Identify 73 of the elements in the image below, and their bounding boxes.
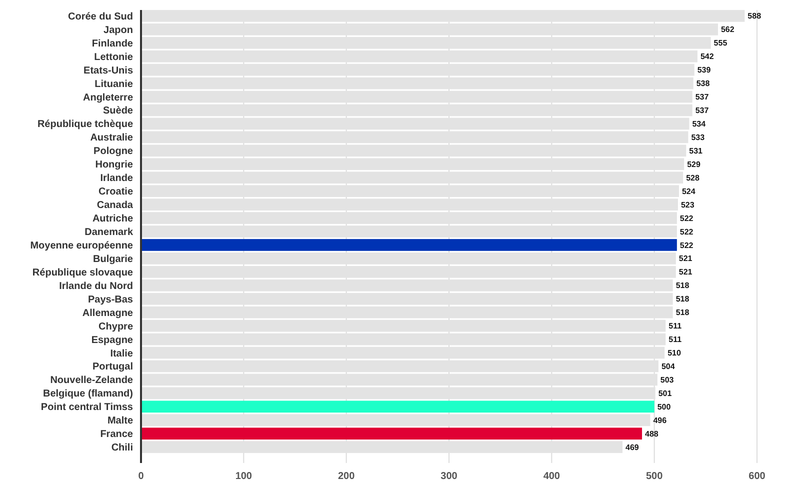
y-tick-label: Autriche bbox=[92, 214, 134, 225]
y-tick-label: Pologne bbox=[94, 146, 134, 158]
data-label: 504 bbox=[661, 362, 676, 372]
y-tick-label: Finlande bbox=[92, 38, 134, 50]
y-tick-label: Irlande du Nord bbox=[59, 280, 133, 292]
data-label: 538 bbox=[696, 79, 710, 88]
y-tick-label: Pays-Bas bbox=[88, 294, 134, 306]
y-tick-label: Moyenne européenne bbox=[30, 240, 134, 252]
y-tick-label: Italie bbox=[110, 348, 134, 360]
data-label: 503 bbox=[660, 376, 674, 385]
data-label: 522 bbox=[680, 214, 694, 223]
y-tick-label: Angleterre bbox=[82, 92, 134, 104]
y-tick-label: Etats-Unis bbox=[84, 65, 134, 76]
y-tick-label: Lettonie bbox=[94, 52, 134, 63]
y-tick-label: Belgique (flamand) bbox=[42, 388, 133, 400]
data-label: 522 bbox=[680, 240, 694, 250]
x-tick-label: 200 bbox=[338, 471, 356, 482]
data-label: 488 bbox=[645, 429, 659, 438]
y-tick-label: Hongrie bbox=[95, 160, 134, 171]
data-label: 588 bbox=[748, 12, 762, 21]
y-tick-label: République tchèque bbox=[37, 119, 134, 130]
data-label: 500 bbox=[657, 402, 672, 412]
data-label: 521 bbox=[678, 268, 693, 277]
data-label: 510 bbox=[668, 348, 682, 358]
y-tick-label: Canada bbox=[96, 200, 134, 212]
y-tick-label: Malte bbox=[107, 416, 134, 427]
y-tick-label: Australie bbox=[90, 132, 134, 144]
data-label: 524 bbox=[682, 186, 696, 196]
data-label: 534 bbox=[692, 120, 706, 129]
data-label: 528 bbox=[686, 173, 700, 182]
data-label: 542 bbox=[700, 52, 714, 62]
data-label: 537 bbox=[695, 92, 710, 102]
y-tick-label: Japon bbox=[104, 24, 133, 36]
y-tick-label: Portugal bbox=[92, 362, 134, 373]
data-label: 533 bbox=[691, 132, 706, 142]
data-label: 562 bbox=[720, 25, 735, 34]
y-tick-label: Point central Timss bbox=[40, 402, 134, 414]
y-tick-label: République slovaque bbox=[32, 267, 134, 278]
y-tick-label: Lituanie bbox=[94, 78, 134, 90]
data-label: 539 bbox=[697, 66, 712, 75]
data-label: 518 bbox=[676, 308, 690, 318]
data-label: 469 bbox=[626, 442, 640, 452]
y-tick-label: Bulgarie bbox=[92, 254, 134, 265]
data-label: 501 bbox=[658, 388, 672, 398]
x-tick-label: 600 bbox=[748, 471, 766, 482]
data-label: 521 bbox=[678, 254, 693, 264]
data-label: 496 bbox=[653, 416, 668, 425]
y-tick-label: Espagne bbox=[91, 334, 134, 346]
y-tick-label: Allemagne bbox=[82, 308, 134, 319]
y-tick-label: Nouvelle-Zelande bbox=[50, 375, 134, 386]
data-label: 523 bbox=[680, 200, 695, 210]
data-label: 522 bbox=[680, 227, 694, 236]
data-label: 511 bbox=[668, 335, 682, 344]
data-label: 555 bbox=[714, 38, 728, 48]
y-tick-label: Chypre bbox=[98, 321, 134, 332]
y-tick-label: Suède bbox=[102, 106, 134, 117]
y-tick-label: France bbox=[100, 429, 134, 440]
data-label: 518 bbox=[676, 281, 690, 290]
x-tick-label: 400 bbox=[543, 471, 560, 482]
y-tick-label: Chili bbox=[111, 442, 134, 454]
y-tick-label: Irlande bbox=[100, 173, 134, 184]
y-tick-label: Corée du Sud bbox=[68, 11, 133, 22]
y-tick-label: Croatie bbox=[98, 186, 134, 198]
data-label: 518 bbox=[676, 294, 690, 304]
data-label: 529 bbox=[687, 160, 702, 169]
y-tick-label: Danemark bbox=[84, 227, 134, 238]
x-tick-label: 300 bbox=[440, 471, 458, 482]
x-tick-label: 500 bbox=[646, 471, 664, 482]
x-tick-label: 100 bbox=[235, 471, 252, 482]
data-label: 537 bbox=[695, 106, 710, 116]
data-label: 511 bbox=[668, 322, 682, 331]
x-tick-label: 0 bbox=[138, 471, 144, 482]
data-label: 531 bbox=[689, 146, 704, 156]
